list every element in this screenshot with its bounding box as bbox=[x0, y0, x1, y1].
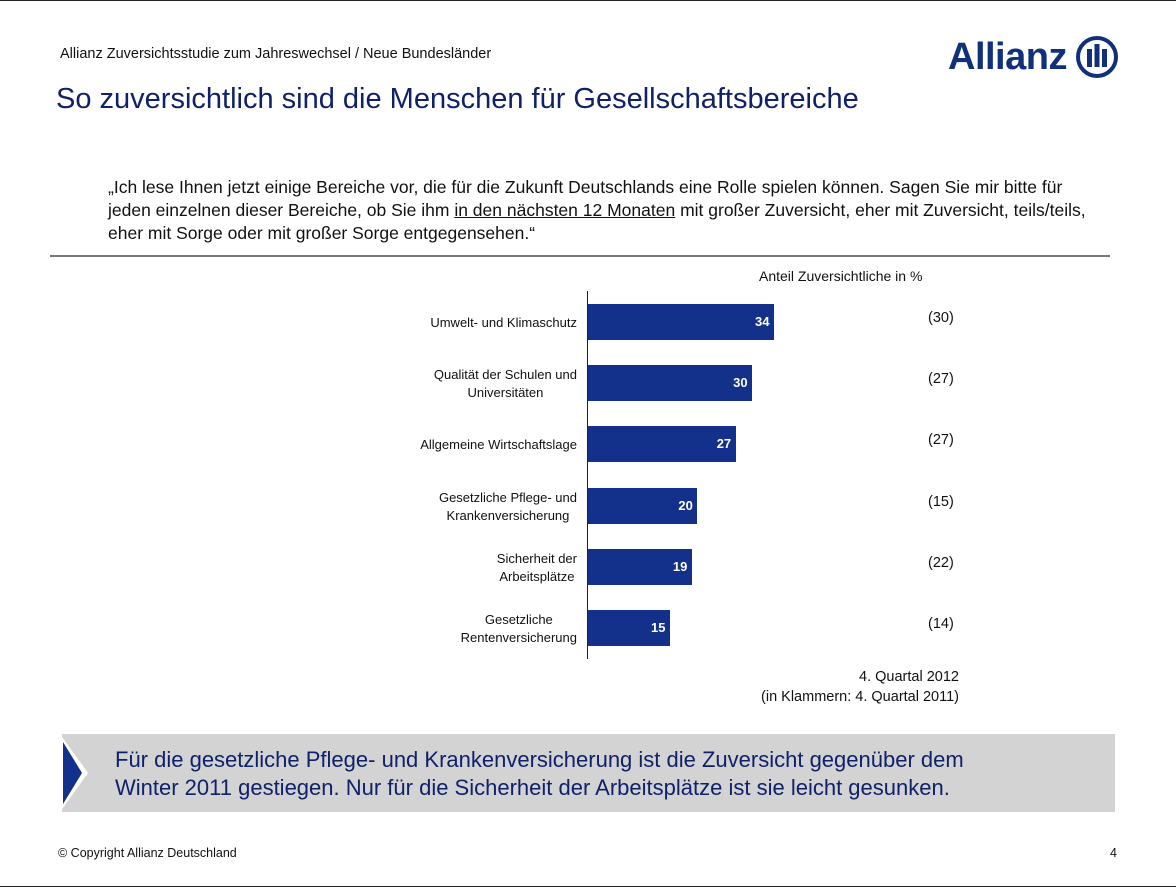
chart-title: Anteil Zuversichtliche in % bbox=[759, 268, 923, 284]
bar bbox=[588, 304, 774, 340]
note-line: 4. Quartal 2012 bbox=[859, 669, 959, 685]
note-line: (in Klammern: 4. Quartal 2011) bbox=[761, 689, 959, 705]
question-underlined: in den nächsten 12 Monaten bbox=[454, 200, 676, 220]
data-label: 34 bbox=[754, 314, 770, 329]
chart-note: 4. Quartal 2012 (in Klammern: 4. Quartal… bbox=[761, 667, 959, 707]
previous-value-label: (27) bbox=[928, 432, 954, 449]
copyright: © Copyright Allianz Deutschland bbox=[58, 846, 237, 860]
bar bbox=[588, 426, 736, 463]
category-label: Sicherheit der Arbeitsplätze bbox=[496, 550, 577, 584]
bar bbox=[588, 487, 698, 524]
slide-title: So zuversichtlich sind die Menschen für … bbox=[56, 83, 859, 115]
category-label: Umwelt- und Klimaschutz bbox=[430, 315, 577, 330]
previous-value-label: (27) bbox=[928, 371, 954, 388]
category-label: Gesetzliche Rentenversicherung bbox=[460, 612, 577, 645]
data-label: 19 bbox=[672, 558, 688, 574]
logo-text: Allianz bbox=[948, 35, 1067, 78]
bar bbox=[588, 610, 671, 646]
divider bbox=[50, 255, 1110, 257]
data-label: 30 bbox=[733, 375, 748, 391]
slide-subtitle: Allianz Zuversichtsstudie zum Jahreswech… bbox=[60, 46, 492, 62]
arrow-right-icon bbox=[60, 734, 88, 812]
category-label: Qualität der Schulen und Universitäten bbox=[433, 367, 577, 401]
callout-text: Für die gesetzliche Pflege- und Krankenv… bbox=[115, 746, 964, 802]
bar bbox=[588, 365, 753, 402]
allianz-eagle-icon bbox=[1075, 36, 1118, 78]
question-text: „Ich lese Ihnen jetzt einige Bereiche vo… bbox=[108, 176, 1088, 245]
previous-value-label: (30) bbox=[928, 310, 954, 326]
callout-line: Für die gesetzliche Pflege- und Krankenv… bbox=[115, 747, 964, 772]
previous-value-label: (22) bbox=[928, 554, 954, 571]
callout-box bbox=[62, 734, 1115, 812]
category-label: Gesetzliche Pflege- und Krankenversicheru… bbox=[438, 489, 577, 523]
question-part: „Ich lese Ihnen jetzt einige Bereiche vo… bbox=[108, 177, 1063, 220]
y-axis bbox=[587, 291, 588, 659]
question-part: mit großer Zuversicht, eher mit Zuversic… bbox=[108, 200, 1086, 243]
bar bbox=[588, 548, 692, 585]
category-label: Allgemeine Wirtschaftslage bbox=[420, 437, 577, 453]
page-number: 4 bbox=[1110, 846, 1117, 860]
allianz-logo: Allianz bbox=[948, 35, 1119, 79]
previous-value-label: (15) bbox=[928, 493, 954, 510]
previous-value-label: (14) bbox=[928, 616, 954, 632]
data-label: 15 bbox=[651, 620, 666, 635]
callout-line: Winter 2011 gestiegen. Nur für die Siche… bbox=[115, 775, 950, 800]
data-label: 20 bbox=[678, 497, 693, 513]
data-label: 27 bbox=[716, 436, 732, 452]
